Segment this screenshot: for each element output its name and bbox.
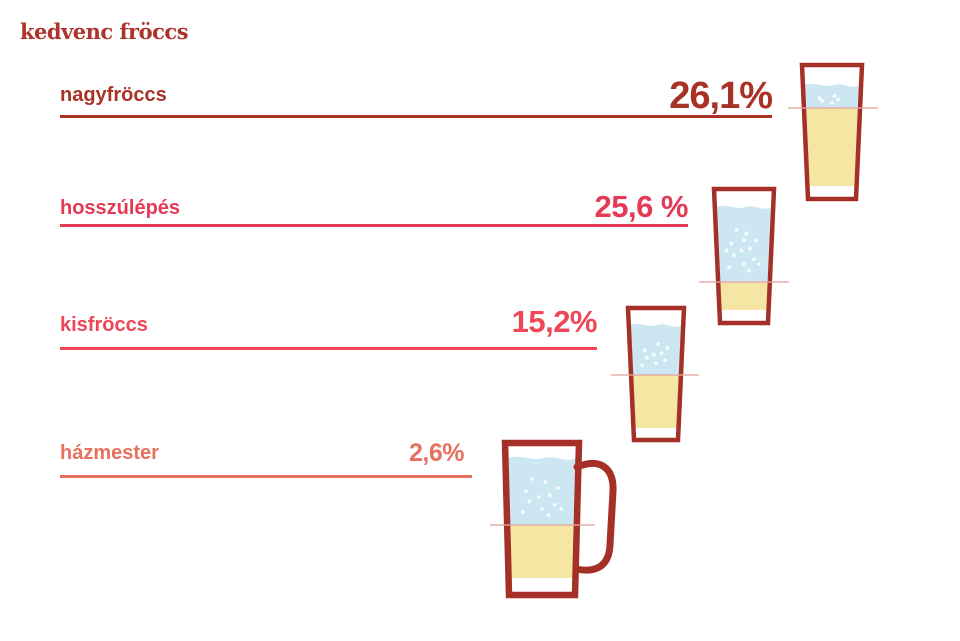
soda-fill bbox=[716, 205, 772, 282]
category-label-nagyfroccs: nagyfröccs bbox=[60, 84, 167, 106]
soda-fill bbox=[630, 323, 682, 375]
value-label-kisfroccs: 15,2% bbox=[511, 304, 598, 339]
category-label-hosszulepes: hosszúlépés bbox=[60, 197, 181, 219]
glass-kisfroccs bbox=[611, 305, 699, 443]
mug-handle bbox=[572, 459, 617, 574]
chart-title: kedvenc fröccs bbox=[20, 19, 189, 44]
wine-fill bbox=[630, 375, 682, 428]
value-label-hosszulepes: 25,6 % bbox=[594, 189, 688, 224]
row-nagyfroccs: nagyfröccs 26,1% bbox=[60, 72, 773, 118]
wine-fill bbox=[716, 282, 772, 310]
glass-outline bbox=[625, 305, 687, 443]
mug-hazmester bbox=[490, 439, 617, 599]
soda-fill bbox=[804, 83, 860, 108]
row-hazmester: házmester 2,6% bbox=[60, 437, 472, 478]
glass-nagyfroccs bbox=[788, 62, 878, 202]
glass-outline bbox=[711, 186, 777, 326]
glass-outline bbox=[799, 62, 865, 202]
category-label-kisfroccs: kisfröccs bbox=[60, 314, 148, 336]
glass-outline bbox=[501, 439, 583, 599]
category-label-hazmester: házmester bbox=[60, 442, 159, 464]
value-label-nagyfroccs: 26,1% bbox=[669, 75, 773, 117]
value-label-hazmester: 2,6% bbox=[409, 439, 464, 467]
wine-fill bbox=[507, 525, 577, 578]
row-hosszulepes: hosszúlépés 25,6 % bbox=[60, 187, 688, 227]
row-kisfroccs: kisfröccs 15,2% bbox=[60, 304, 598, 350]
wine-fill bbox=[804, 108, 860, 186]
soda-fill bbox=[507, 456, 577, 525]
glass-hosszulepes bbox=[699, 186, 789, 326]
